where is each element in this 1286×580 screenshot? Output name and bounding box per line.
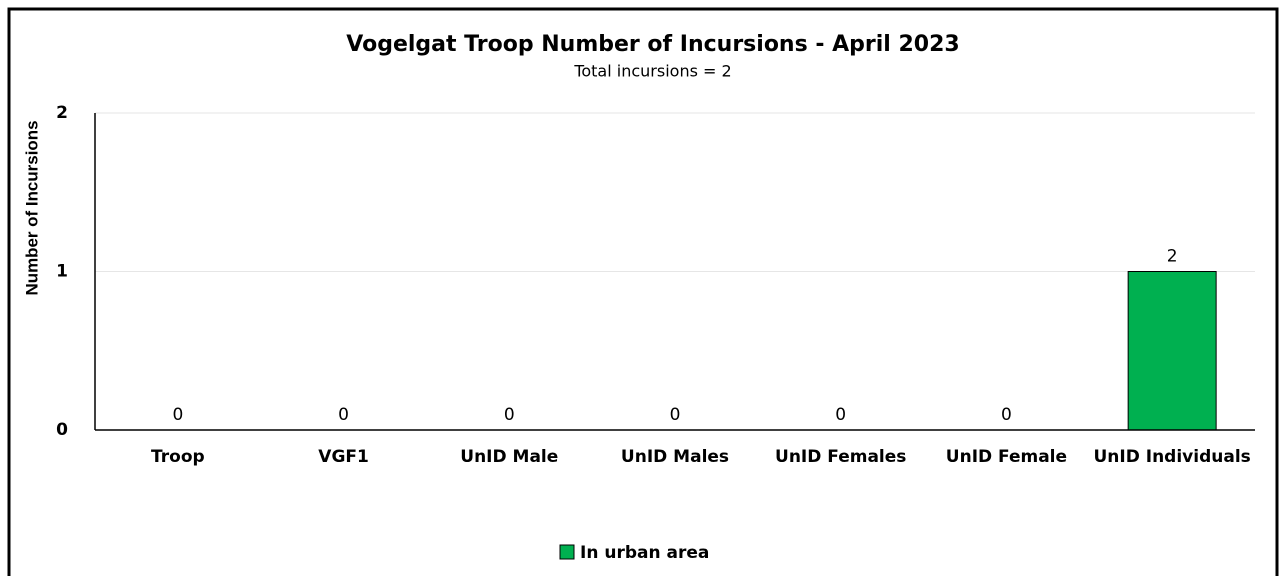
bar xyxy=(1127,271,1217,431)
x-tick-label: Troop xyxy=(151,447,205,467)
data-label: 0 xyxy=(670,405,681,425)
legend: In urban area xyxy=(559,543,709,563)
legend-label: In urban area xyxy=(580,543,709,563)
legend-swatch xyxy=(559,544,575,560)
chart-subtitle: Total incursions = 2 xyxy=(573,62,731,81)
x-tick-label: VGF1 xyxy=(318,447,369,467)
data-label: 0 xyxy=(338,405,349,425)
x-tick-label: UnID Male xyxy=(460,447,558,467)
y-tick-label: 1 xyxy=(56,262,68,282)
x-tick-label: UnID Individuals xyxy=(1093,447,1250,467)
y-tick-label: 2 xyxy=(56,103,68,123)
x-tick-label: UnID Males xyxy=(621,447,729,467)
data-label: 2 xyxy=(1167,247,1178,267)
chart-title: Vogelgat Troop Number of Incursions - Ap… xyxy=(346,32,959,57)
data-label: 0 xyxy=(1001,405,1012,425)
data-label: 0 xyxy=(835,405,846,425)
data-label: 0 xyxy=(172,405,183,425)
y-tick-label: 0 xyxy=(56,420,68,440)
x-tick-label: UnID Females xyxy=(775,447,906,467)
y-axis-label: Number of Incursions xyxy=(22,121,41,296)
chart-frame xyxy=(7,7,1279,580)
x-tick-label: UnID Female xyxy=(946,447,1067,467)
data-label: 0 xyxy=(504,405,515,425)
